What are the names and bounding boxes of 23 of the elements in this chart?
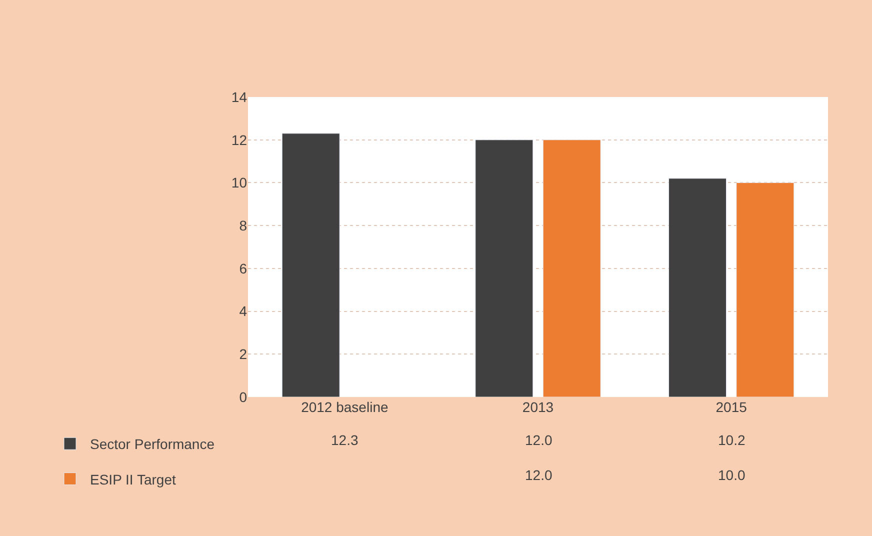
y-tick-label: 2 bbox=[239, 346, 248, 362]
y-tick-label: 10 bbox=[231, 174, 248, 191]
legend-label: Sector Performance bbox=[90, 436, 215, 452]
bar bbox=[668, 178, 727, 397]
y-tick-label: 12 bbox=[231, 132, 248, 148]
y-tick-label: 6 bbox=[239, 260, 248, 276]
bar bbox=[736, 182, 794, 397]
x-tick-label: 2012 baseline bbox=[301, 399, 388, 415]
bar bbox=[282, 133, 340, 397]
x-tick-label: 2015 bbox=[716, 399, 748, 415]
legend-label: ESIP II Target bbox=[90, 471, 176, 488]
x-tick-label: 2013 bbox=[522, 399, 554, 415]
y-tick-label: 14 bbox=[231, 88, 248, 105]
y-tick-label: 0 bbox=[239, 388, 248, 405]
y-tick-label: 4 bbox=[239, 303, 248, 320]
bar bbox=[542, 140, 601, 397]
data-label: 12.0 bbox=[525, 432, 552, 448]
data-label: 12.3 bbox=[331, 432, 358, 448]
data-label: 12.0 bbox=[525, 467, 552, 483]
data-label: 10.2 bbox=[718, 432, 746, 448]
data-label: 10.0 bbox=[718, 467, 746, 483]
bar bbox=[475, 140, 534, 397]
y-tick-label: 8 bbox=[239, 217, 248, 234]
